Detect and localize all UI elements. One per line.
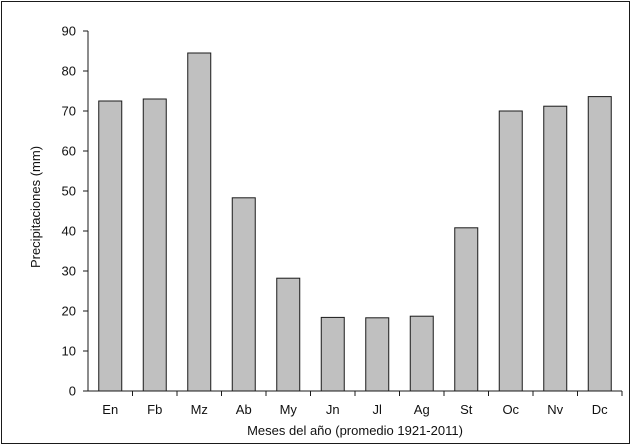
x-tick-label-dc: Dc	[592, 402, 608, 417]
bar-nv	[543, 105, 568, 392]
x-ticks: En Fb Mz Ab My Jn Jl Ag St Oc Nv Dc	[102, 391, 623, 417]
bar-oc	[498, 110, 523, 392]
x-tick-label-en: En	[102, 402, 118, 417]
x-tick-label-ag: Ag	[414, 402, 430, 417]
bar-jn	[320, 316, 345, 392]
x-tick-label-st: St	[460, 402, 473, 417]
x-tick-label-jn: Jn	[326, 402, 340, 417]
y-axis-title: Precipitaciones (mm)	[28, 146, 43, 268]
x-tick-label-mz: Mz	[191, 402, 208, 417]
bar-jl	[365, 317, 390, 392]
y-tick-label: 20	[62, 304, 76, 319]
y-tick-label: 80	[62, 64, 76, 79]
bars	[98, 52, 612, 392]
y-tick-label: 90	[62, 24, 76, 39]
x-tick-label-jl: Jl	[373, 402, 383, 417]
y-tick-label: 70	[62, 104, 76, 119]
bar-my	[276, 277, 301, 392]
y-tick-label: 10	[62, 344, 76, 359]
x-axis: En Fb Mz Ab My Jn Jl Ag St Oc Nv Dc	[88, 390, 623, 417]
bar-st	[454, 227, 479, 392]
x-tick-label-oc: Oc	[502, 402, 519, 417]
x-tick-label-fb: Fb	[147, 402, 162, 417]
x-axis-title: Meses del año (promedio 1921-2011)	[247, 423, 463, 438]
x-tick-label-my: My	[280, 402, 298, 417]
y-axis: 0 10 20 30 40 50 60 70 80 90	[62, 24, 89, 399]
bar-ab	[231, 197, 256, 392]
x-tick-label-ab: Ab	[236, 402, 252, 417]
x-tick-label-nv: Nv	[547, 402, 563, 417]
bar-en	[98, 100, 123, 392]
y-tick-label: 50	[62, 184, 76, 199]
y-tick-label: 0	[69, 384, 76, 399]
y-ticks: 0 10 20 30 40 50 60 70 80 90	[62, 24, 88, 399]
bar-fb	[142, 98, 167, 392]
y-tick-label: 40	[62, 224, 76, 239]
bar-mz	[187, 52, 212, 392]
y-tick-label: 30	[62, 264, 76, 279]
bar-ag	[409, 315, 434, 392]
y-tick-label: 60	[62, 144, 76, 159]
bar-dc	[587, 96, 612, 392]
